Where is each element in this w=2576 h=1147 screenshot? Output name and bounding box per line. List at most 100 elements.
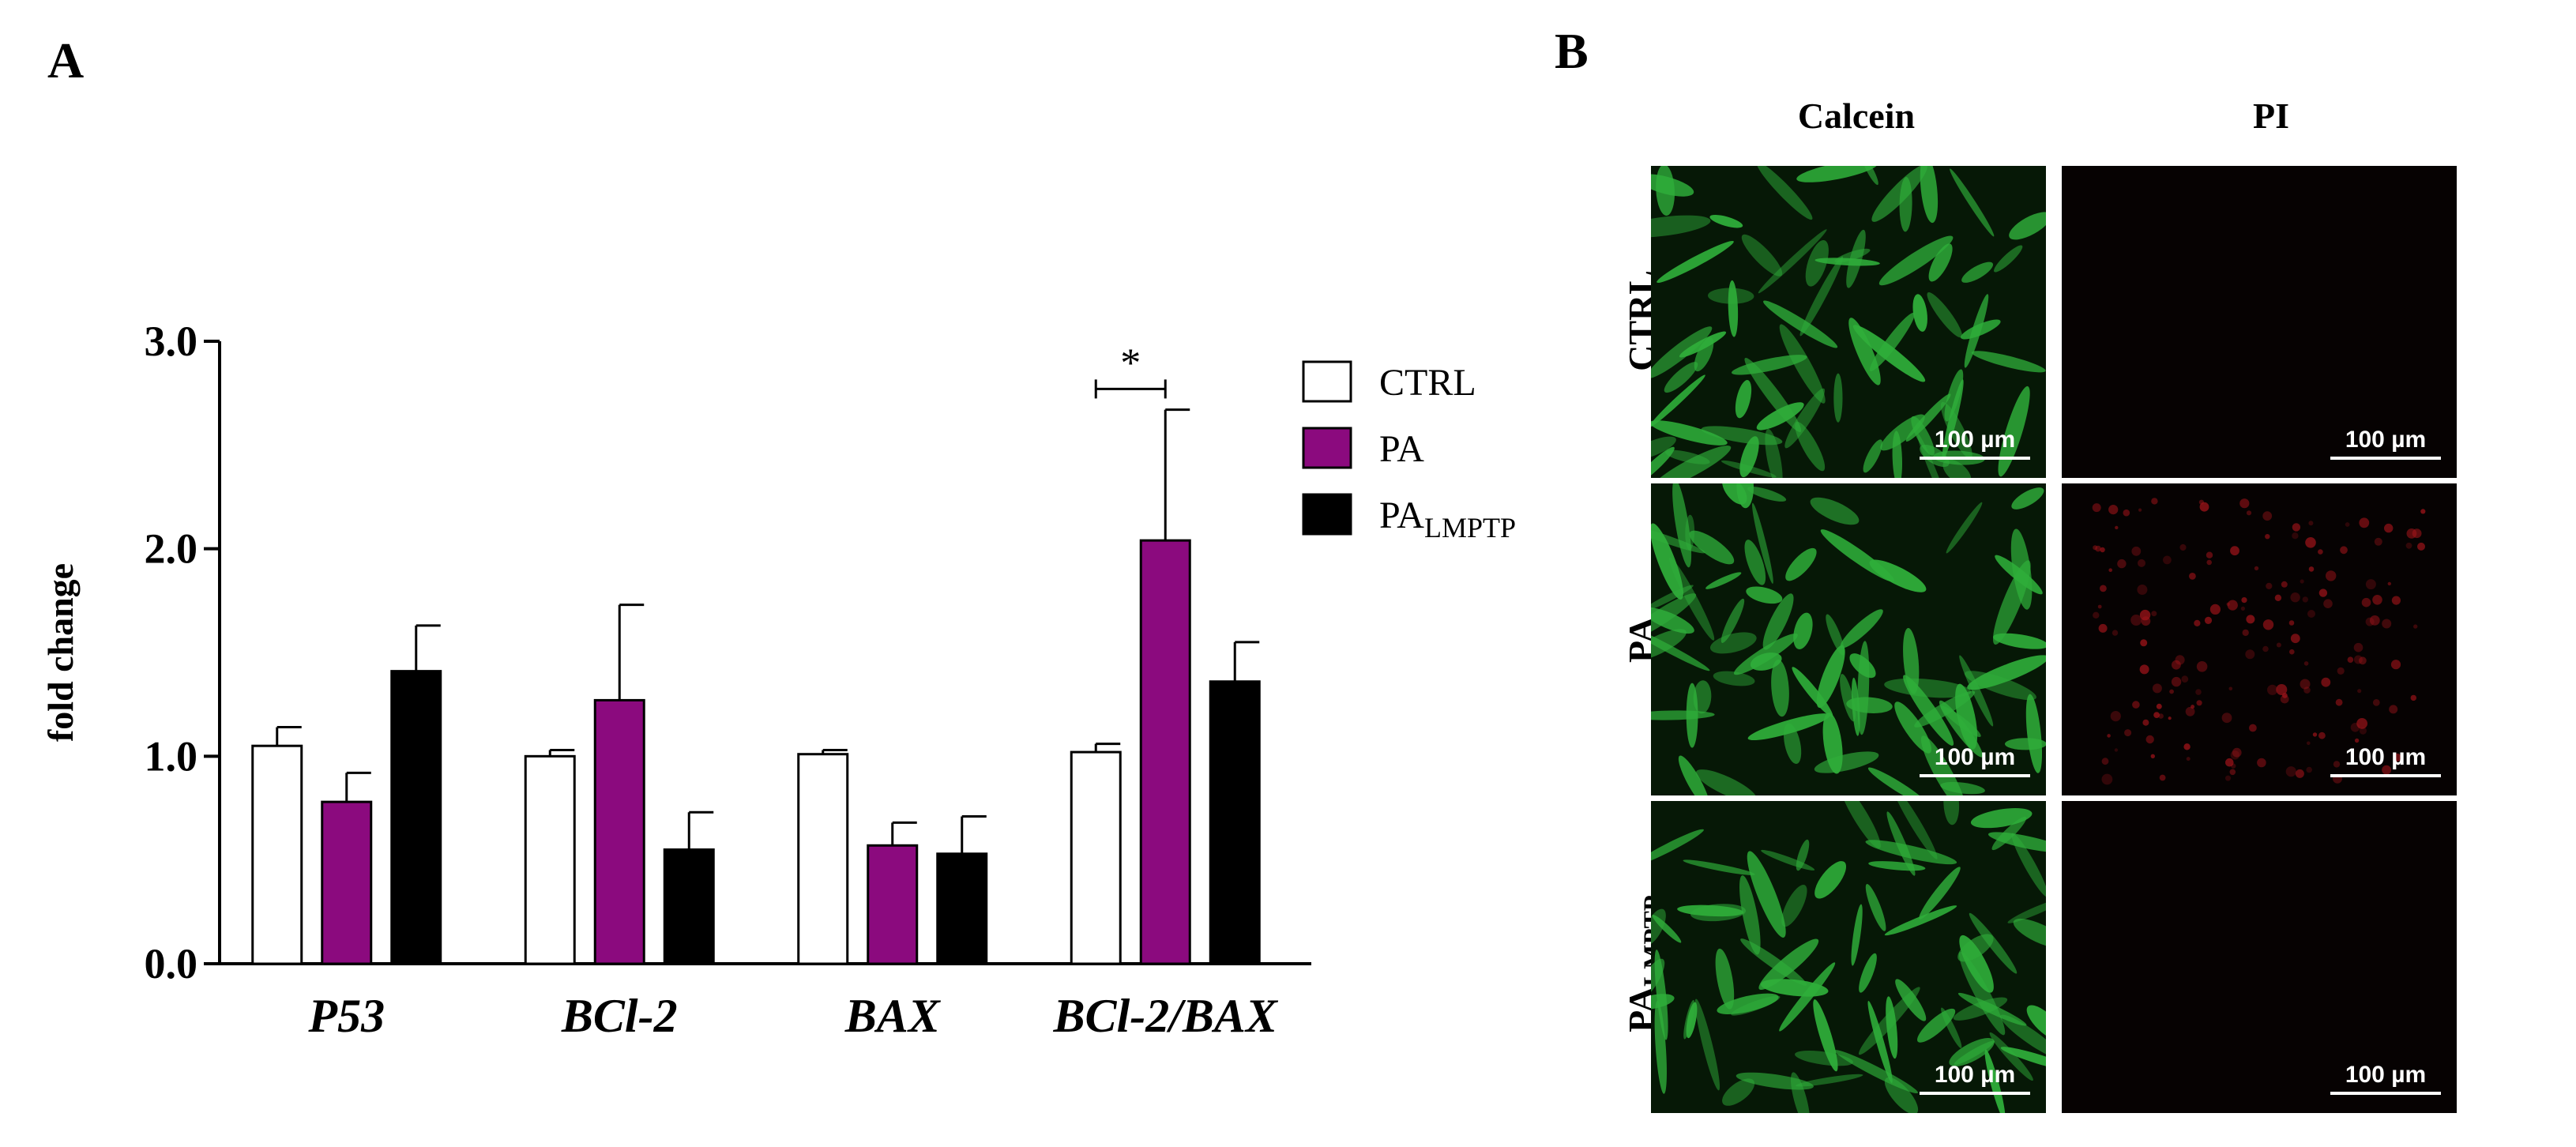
- cell-shape: [1709, 214, 1743, 228]
- nucleus-dot: [2108, 505, 2119, 515]
- bar: [663, 848, 715, 965]
- cell-shape: [1852, 325, 1926, 382]
- scale-bar-pi-ctrl: 100 µm: [2330, 427, 2441, 460]
- cell-shape: [1720, 598, 1745, 643]
- nucleus-dot: [2257, 758, 2266, 768]
- cell-shape: [1664, 362, 1698, 393]
- nucleus-dot: [2117, 558, 2127, 569]
- image-background: [2062, 166, 2457, 478]
- cell-shape: [1677, 904, 1744, 917]
- cell-shape: [1871, 166, 1927, 222]
- nucleus-dot: [2100, 547, 2105, 553]
- cell-shape: [1994, 245, 2023, 273]
- bar: [1070, 750, 1122, 965]
- cell-shape: [1822, 713, 1843, 774]
- cell-shape: [1816, 645, 1845, 709]
- nucleus-dot: [2285, 766, 2296, 777]
- nucleus-dot: [2382, 619, 2392, 629]
- nucleus-dot: [2359, 727, 2367, 735]
- cell-shape: [1758, 229, 1827, 294]
- cell-shape: [1756, 402, 1804, 431]
- cell-shape: [1912, 294, 1927, 332]
- nucleus-dot: [2131, 546, 2142, 556]
- cell-shape: [2026, 1005, 2046, 1040]
- panel-a-letter: A: [47, 32, 85, 88]
- significance-star: *: [1120, 340, 1141, 385]
- cell-shape: [1987, 832, 2046, 853]
- cell-shape: [1940, 781, 1985, 795]
- nucleus-dot: [2221, 713, 2232, 724]
- image-pi-pa-lmptp: [2062, 801, 2457, 1113]
- cell-shape: [1750, 652, 1782, 671]
- nucleus-dot: [2359, 656, 2367, 665]
- cell-shape: [1741, 234, 1783, 276]
- cell-shape: [1689, 530, 1735, 565]
- nucleus-dot: [2156, 703, 2162, 709]
- cell-shape: [1919, 867, 1961, 919]
- image-pi-pa: [2062, 483, 2457, 795]
- nucleus-dot: [2181, 675, 2189, 683]
- nucleus-dot: [2276, 684, 2288, 695]
- nucleus-dot: [2194, 619, 2201, 626]
- cell-shape: [1799, 256, 1844, 337]
- cell-shape: [1928, 243, 1953, 282]
- nucleus-dot: [2186, 757, 2191, 762]
- cell-shape: [1971, 351, 2046, 373]
- nucleus-dot: [2282, 693, 2288, 698]
- cell-shape: [1943, 801, 1960, 825]
- nucleus-dot: [2300, 679, 2311, 690]
- cell-shape: [1732, 355, 1807, 375]
- nucleus-dot: [2345, 522, 2350, 527]
- nucleus-dot: [2107, 734, 2111, 738]
- nucleus-dot: [2274, 594, 2282, 601]
- nucleus-dot: [2225, 775, 2231, 781]
- nucleus-dot: [2254, 566, 2259, 571]
- cell-shape: [1805, 239, 1829, 287]
- bar: [797, 753, 849, 965]
- cell-shape: [1950, 168, 1995, 237]
- nucleus-dot: [2138, 508, 2142, 512]
- nucleus-dot: [2266, 582, 2273, 589]
- nucleus-dot: [2130, 615, 2142, 626]
- cell-shape: [1678, 755, 1710, 795]
- nucleus-dot: [2229, 769, 2236, 776]
- cell-shape: [1984, 1049, 2006, 1113]
- cell-shape: [1758, 938, 1819, 991]
- nucleus-dot: [2225, 758, 2234, 767]
- cell-shape: [1992, 560, 2031, 645]
- nucleus-dot: [2337, 667, 2345, 675]
- nucleus-dot: [2097, 604, 2102, 609]
- nucleus-dot: [2249, 724, 2257, 732]
- bar: [936, 852, 988, 965]
- nucleus-dot: [2326, 570, 2337, 581]
- cell-shape: [1651, 446, 1675, 478]
- bar: [593, 698, 645, 965]
- cell-shape: [1903, 628, 1920, 694]
- image-calcein-pa: [1651, 483, 2046, 795]
- nucleus-dot: [2305, 537, 2316, 548]
- cell-shape: [1840, 609, 1883, 649]
- cell-shape: [1761, 849, 1815, 871]
- cell-shape: [1969, 912, 2018, 974]
- nucleus-dot: [2204, 616, 2213, 624]
- cell-shape: [1783, 723, 1802, 765]
- nucleus-dot: [2292, 532, 2299, 540]
- image-calcein-ctrl: [1651, 166, 2046, 478]
- nucleus-dot: [2240, 606, 2245, 611]
- y-tick-label: 1.0: [145, 732, 198, 780]
- nucleus-dot: [2318, 549, 2323, 555]
- nucleus-dot: [2151, 498, 2158, 505]
- bar: [321, 800, 373, 965]
- cell-shape: [1967, 655, 2046, 690]
- cell-shape: [1957, 992, 2027, 1026]
- nucleus-dot: [2276, 642, 2281, 648]
- cell-shape: [1715, 948, 1735, 1010]
- cell-shape: [1651, 710, 1715, 720]
- cell-shape: [1863, 439, 1883, 473]
- nucleus-dot: [2246, 615, 2255, 624]
- cell-shape: [1927, 292, 1962, 338]
- image-calcein-pa-lmptp: [1651, 801, 2046, 1113]
- nucleus-dot: [2361, 597, 2371, 607]
- nucleus-dot: [2321, 677, 2331, 687]
- nucleus-dot: [2139, 664, 2149, 675]
